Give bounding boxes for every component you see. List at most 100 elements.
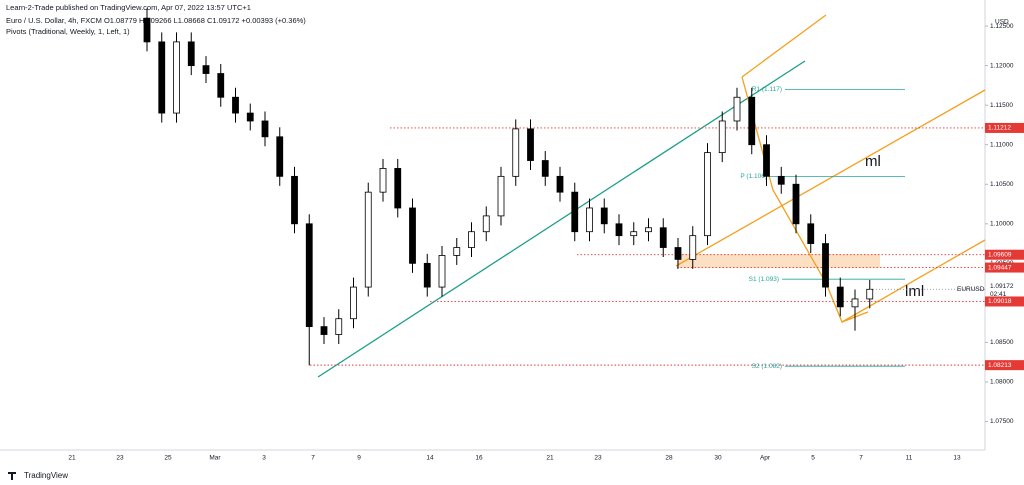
candle-body	[615, 223, 623, 237]
brand: TradingView	[24, 471, 68, 480]
candle-body	[468, 231, 475, 248]
level-tag	[985, 249, 1024, 260]
candle-body	[335, 318, 343, 335]
candle-body	[527, 128, 534, 161]
level-tag	[985, 360, 1024, 371]
candle-body	[497, 175, 505, 217]
y-tick-label: 1.10500	[990, 181, 1014, 188]
candle-body	[261, 120, 269, 138]
level-label: 1.09018	[988, 298, 1012, 305]
median-line	[675, 89, 986, 267]
candle-body	[453, 247, 461, 256]
currency: USD	[995, 19, 1009, 26]
candle-body	[276, 136, 284, 177]
y-tick-label: 1.07500	[990, 418, 1014, 425]
candle-body	[232, 96, 239, 114]
symbol-legend: Euro / U.S. Dollar, 4h, FXCM O1.08779 H1…	[6, 16, 306, 25]
candle-body	[556, 175, 564, 193]
candle-body	[630, 231, 638, 237]
x-tick-label: 14	[426, 455, 434, 462]
candle-body	[645, 227, 652, 233]
pivot-label: P (1.106)	[740, 173, 767, 180]
x-tick-label: 21	[546, 455, 554, 462]
candle-body	[217, 73, 225, 98]
candle-body	[763, 144, 770, 177]
candle-body	[350, 286, 357, 320]
annotation: lml	[905, 283, 924, 300]
candle-body	[822, 243, 829, 288]
candle-body	[379, 168, 387, 193]
candle-body	[777, 175, 785, 185]
x-tick-label: 13	[953, 455, 961, 462]
candle-body	[423, 262, 431, 288]
supply-zone	[677, 254, 880, 268]
upper-channel	[741, 14, 827, 78]
level-label: 1.09447	[988, 264, 1012, 271]
lower-median-line	[841, 239, 986, 323]
indicator-legend: Pivots (Traditional, Weekly, 1, Left, 1)	[6, 27, 130, 36]
candle-body	[202, 65, 210, 74]
x-tick-label: 21	[68, 455, 76, 462]
annotation: ml	[865, 153, 881, 170]
y-tick-label: 1.08000	[990, 379, 1014, 386]
candle-body	[807, 223, 815, 244]
level-label: 1.08213	[988, 362, 1012, 369]
x-tick-label: Mar	[209, 455, 221, 462]
x-tick-label: 25	[164, 455, 172, 462]
candle-body	[659, 227, 667, 248]
candle-body	[173, 41, 180, 114]
y-tick-label: 1.12000	[990, 62, 1014, 69]
level-label: 1.11212	[988, 125, 1011, 132]
candle-body	[674, 247, 682, 260]
y-tick-label: 1.11500	[990, 102, 1013, 109]
x-tick-label: 23	[594, 455, 602, 462]
candle-body	[320, 326, 328, 335]
candle-body	[689, 235, 697, 260]
x-tick-label: 16	[475, 455, 483, 462]
candle-body	[187, 41, 195, 67]
candle-body	[291, 175, 298, 225]
candle-body	[541, 160, 549, 177]
pivot-label: R1 (1.117)	[752, 86, 782, 93]
level-tag	[985, 262, 1024, 273]
y-tick-label: 1.12500	[990, 23, 1014, 30]
countdown: 02:41	[990, 291, 1007, 298]
x-tick-label: 5	[811, 455, 815, 462]
y-tick-label: 1.10000	[990, 221, 1014, 228]
x-tick-label: 28	[665, 455, 673, 462]
candle-body	[792, 183, 800, 225]
candle-body	[571, 191, 579, 233]
candle-body	[246, 112, 254, 122]
candle-body	[482, 215, 490, 233]
candle-body	[836, 286, 844, 308]
candle-body	[718, 120, 726, 154]
pivot-label: S2 (1.082)	[752, 363, 782, 370]
candle-body	[438, 255, 446, 288]
candle-body	[704, 152, 711, 237]
level-label: 1.09609	[988, 251, 1012, 258]
candle-body	[600, 207, 608, 225]
x-tick-label: Apr	[760, 455, 771, 462]
x-tick-label: 30	[714, 455, 722, 462]
candle-body	[305, 223, 313, 328]
candle-body	[158, 41, 166, 114]
published-note: Learn-2-Trade published on TradingView.c…	[6, 3, 251, 12]
trend-line	[317, 60, 806, 378]
symbol-label: EURUSD	[957, 286, 985, 293]
brand-logo	[8, 472, 16, 480]
candle-body	[851, 298, 859, 308]
y-tick-label: 1.11000	[990, 141, 1013, 148]
last-price-label: 1.09172	[990, 283, 1014, 290]
candle-body	[512, 128, 520, 177]
x-tick-label: 3	[262, 455, 266, 462]
candle-body	[364, 191, 372, 288]
candle-body	[143, 17, 151, 43]
x-tick-label: 23	[116, 455, 124, 462]
candle-body	[748, 96, 756, 146]
level-tag	[985, 122, 1024, 133]
candle-body	[586, 207, 593, 233]
x-tick-label: 11	[906, 455, 913, 462]
